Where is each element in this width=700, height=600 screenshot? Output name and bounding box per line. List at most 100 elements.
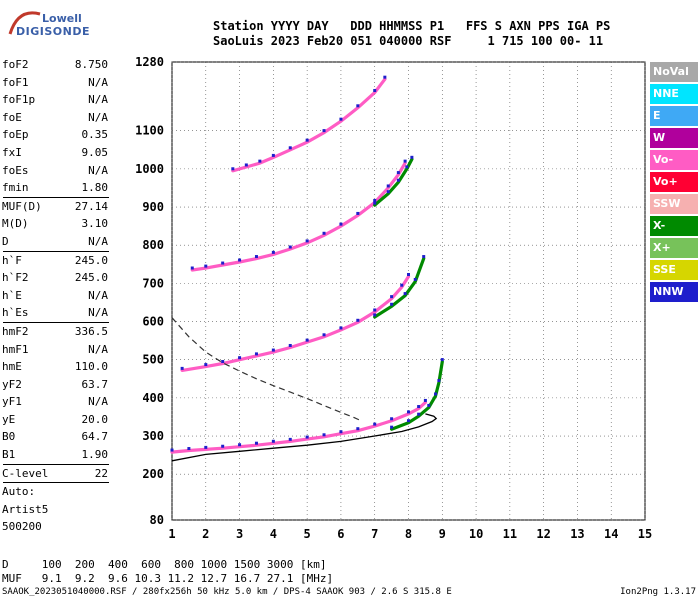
- echo-point: [305, 239, 309, 243]
- echo-point: [322, 129, 326, 133]
- param-label: foEp: [2, 128, 29, 142]
- echo-point: [407, 272, 410, 276]
- param-value: 22: [94, 466, 108, 480]
- echo-point: [305, 435, 309, 439]
- param-value: N/A: [88, 342, 108, 356]
- y-tick-label: 80: [150, 513, 164, 527]
- param-row: foE N/A: [0, 109, 112, 127]
- param-row: h`Es N/A: [0, 304, 112, 322]
- echo-point: [410, 155, 414, 159]
- echo-point: [403, 159, 407, 163]
- param-value: N/A: [88, 93, 108, 107]
- param-label: B1: [2, 448, 16, 462]
- param-row: hmF2 336.5: [0, 323, 112, 341]
- echo-point: [238, 258, 242, 262]
- y-tick-label: 300: [142, 429, 164, 443]
- param-label: foE: [2, 110, 22, 124]
- logo: Lowell DIGISONDE: [4, 4, 94, 44]
- x-tick-label: 6: [337, 527, 344, 541]
- x-tick-label: 3: [236, 527, 243, 541]
- param-label: fxI: [2, 145, 22, 159]
- echo-point: [407, 410, 410, 414]
- param-value: N/A: [88, 234, 108, 248]
- x-tick-label: 1: [168, 527, 175, 541]
- param-row: yF2 63.7: [0, 376, 112, 394]
- echo-point: [396, 178, 400, 182]
- echo-point: [400, 283, 404, 287]
- muf-distance-table: D 100 200 400 600 800 1000 1500 3000 [km…: [2, 558, 333, 586]
- param-row: hmE 110.0: [0, 358, 112, 376]
- auto-line: Artist5: [2, 502, 49, 516]
- echo-trace-o4: [231, 77, 387, 173]
- echo-point: [440, 358, 444, 362]
- footer-info: SAAOK_2023051040000.RSF / 280fx256h 50 k…: [2, 587, 452, 597]
- param-value: 63.7: [81, 377, 109, 391]
- param-divider: [3, 463, 109, 465]
- param-row: fmin 1.80: [0, 179, 112, 197]
- param-value: N/A: [88, 395, 108, 409]
- param-row: C-level 22: [0, 465, 112, 483]
- param-value: 110.0: [74, 360, 108, 374]
- legend-item-noval: NoVal: [650, 62, 698, 82]
- legend-item-x: X-: [650, 216, 698, 236]
- echo-point: [254, 255, 258, 259]
- echo-point: [373, 422, 377, 426]
- auto-line: 500200: [2, 520, 42, 534]
- param-label: yF1: [2, 395, 22, 409]
- param-label: foEs: [2, 163, 29, 177]
- dtable-line1: D 100 200 400 600 800 1000 1500 3000 [km…: [2, 558, 327, 571]
- param-label: foF1p: [2, 93, 36, 107]
- param-row: fxI 9.05: [0, 144, 112, 162]
- header-line1: Station YYYY DAY DDD HHMMSS P1 FFS S AXN…: [213, 19, 611, 33]
- echo-point: [396, 171, 400, 175]
- x-tick-label: 15: [638, 527, 652, 541]
- y-tick-label: 200: [142, 467, 164, 481]
- echo-point: [373, 308, 377, 312]
- param-row: M(D) 3.10: [0, 215, 112, 233]
- param-row: foEp 0.35: [0, 126, 112, 144]
- param-label: yE: [2, 412, 16, 426]
- x-tick-label: 10: [469, 527, 483, 541]
- echo-point: [390, 295, 394, 299]
- echo-point: [288, 343, 292, 347]
- param-row: h`F2 245.0: [0, 269, 112, 287]
- echo-point: [221, 360, 225, 364]
- legend-item-e: E: [650, 106, 698, 126]
- param-value: N/A: [88, 75, 108, 89]
- param-divider: [3, 196, 109, 198]
- param-value: 1.80: [81, 181, 109, 195]
- echo-point: [356, 211, 360, 215]
- echo-point: [170, 448, 174, 452]
- legend-item-sse: SSE: [650, 260, 698, 280]
- echo-point: [204, 264, 208, 268]
- legend-item-vo: Vo-: [650, 150, 698, 170]
- echo-point: [386, 184, 390, 188]
- legend-item-ssw: SSW: [650, 194, 698, 214]
- auto-line: Auto:: [2, 485, 36, 499]
- echo-point: [407, 419, 410, 423]
- y-tick-label: 400: [142, 391, 164, 405]
- echo-point: [373, 89, 377, 93]
- y-tick-label: 1280: [135, 55, 164, 69]
- dtable-line2: MUF 9.1 9.2 9.6 10.3 11.2 12.7 16.7 27.1…: [2, 572, 334, 585]
- x-tick-label: 5: [304, 527, 311, 541]
- echo-point: [180, 366, 184, 370]
- echo-trace-o2: [180, 274, 411, 372]
- echo-point: [322, 231, 326, 235]
- param-value: 20.0: [81, 412, 109, 426]
- param-value: 3.10: [81, 217, 109, 231]
- param-label: h`Es: [2, 306, 29, 320]
- echo-point: [390, 302, 394, 306]
- param-row: MUF(D) 27.14: [0, 198, 112, 216]
- param-label: hmF1: [2, 342, 29, 356]
- logo-arc-icon: [8, 11, 41, 35]
- param-row: D N/A: [0, 233, 112, 251]
- param-row: foEs N/A: [0, 162, 112, 180]
- param-label: h`F: [2, 253, 22, 267]
- param-value: N/A: [88, 110, 108, 124]
- echo-point: [390, 417, 394, 421]
- y-tick-label: 1100: [135, 124, 164, 138]
- echo-point: [386, 190, 390, 194]
- param-row: yF1 N/A: [0, 393, 112, 411]
- echo-point: [305, 138, 309, 142]
